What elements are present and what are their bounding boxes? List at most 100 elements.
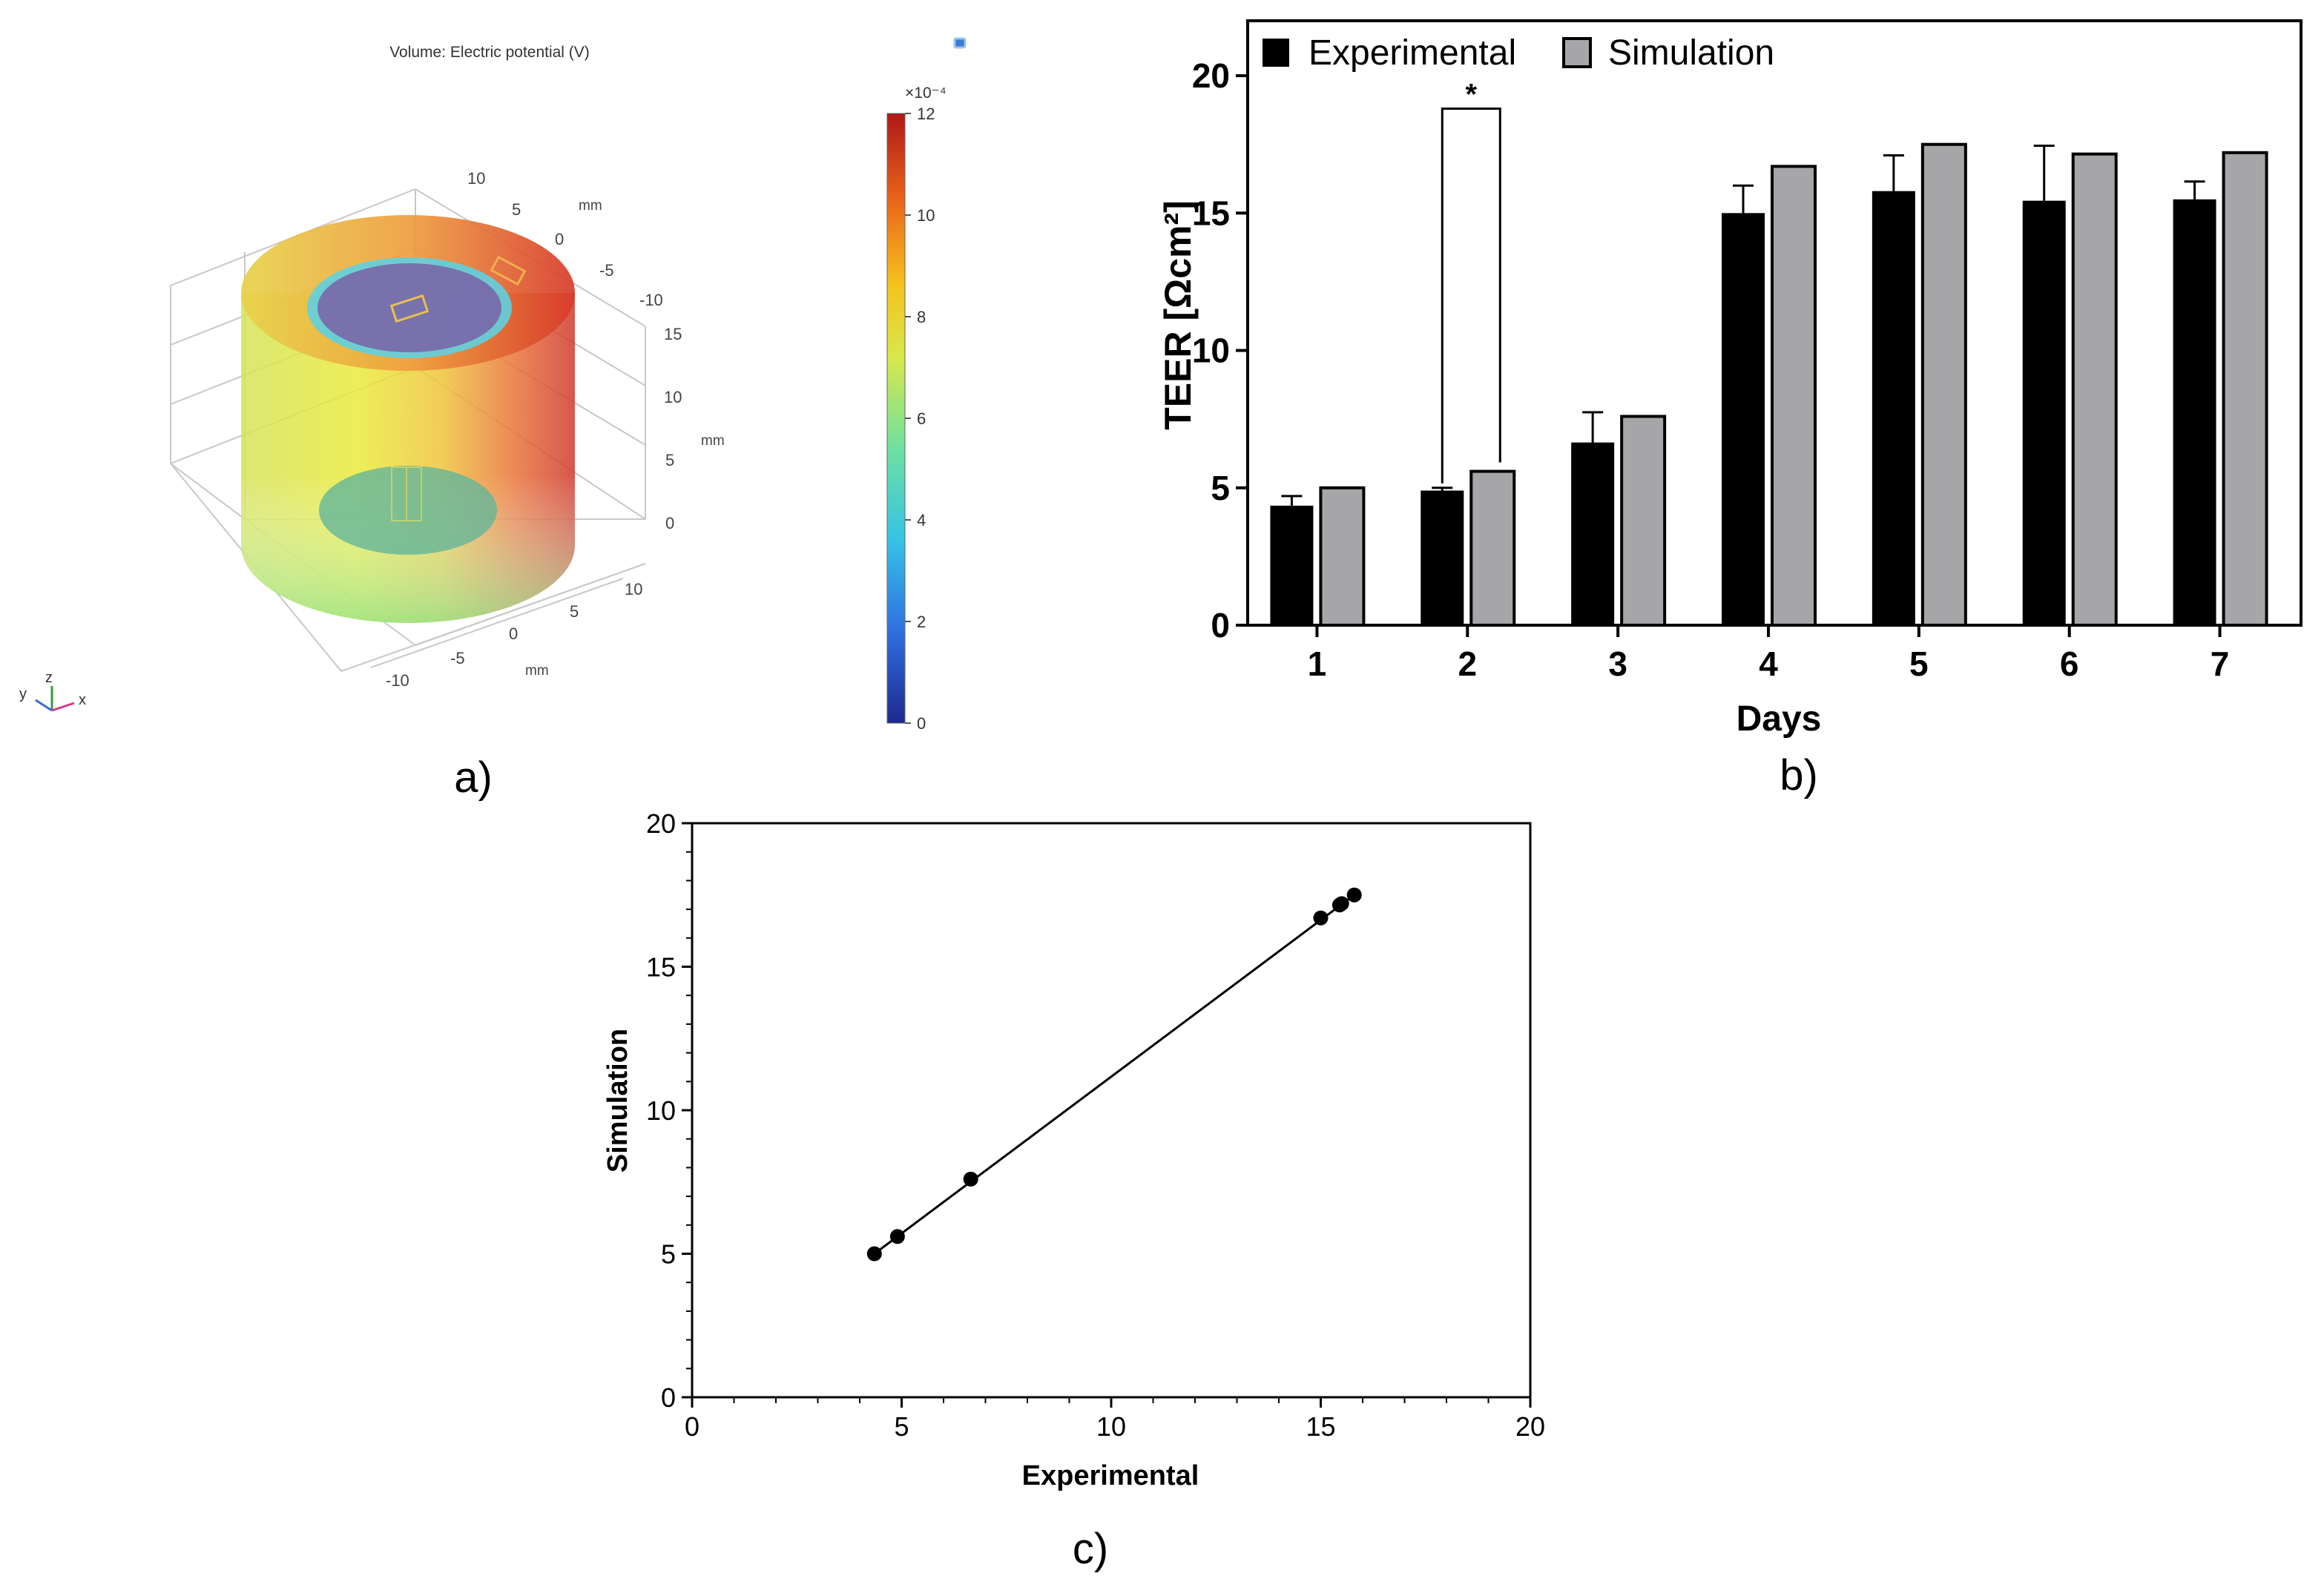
colorbar: ×10⁻⁴ 0 2 4 6 8 10 12 [886,85,947,733]
colorbar-tick-label: 12 [917,105,935,123]
bar-experimental [1270,505,1314,625]
significance-bracket [1441,108,1501,484]
x-tick-label: 7 [2211,644,2230,683]
y-axis-ticks: 10 5 0 -5 -10 mm [467,169,663,309]
bar-experimental [1421,490,1464,625]
x-tick-label: 6 [2060,644,2079,683]
panel-a-title: Volume: Electric potential (V) [389,44,590,61]
colorbar-tick-label: 2 [917,613,926,631]
significance-marker: * [1465,79,1477,111]
tick-label: 10 [467,169,485,188]
tick-label: -5 [450,649,465,667]
axis-unit: mm [579,198,602,214]
colorbar-tick-label: 10 [917,206,935,225]
y-tick-label: 0 [661,1382,676,1413]
bar-simulation [2071,152,2118,627]
x-tick-label: 4 [1759,644,1778,683]
legend-label-simulation: Simulation [1608,33,1774,73]
axis-triad: z x y [19,670,86,712]
fit-line [873,894,1355,1255]
x-tick-label: 10 [1096,1411,1126,1442]
x-tick-label: 2 [1458,644,1477,683]
panel-a-potential-render: Volume: Electric potential (V) [19,37,967,802]
panel-a-label: a) [454,754,493,802]
tick-label: 10 [664,388,682,406]
tick-label: -10 [386,671,409,690]
tick-label: 5 [570,602,579,621]
x-tick-label: 1 [1308,644,1327,683]
tick-label: 0 [509,624,518,643]
scatter-point [866,1246,882,1262]
tick-label: 0 [555,230,564,248]
bar-experimental [2022,200,2066,626]
scatter-point [889,1229,905,1244]
z-axis-ticks: 15 10 5 0 mm [664,325,725,532]
y-tick-label: 20 [646,808,676,839]
x-tick-label: 15 [1306,1411,1335,1442]
tick-label: -10 [639,291,663,309]
bar-series [1270,142,2268,627]
tick-label: -5 [599,261,614,280]
tick-label: 0 [665,514,674,532]
bar-experimental [2173,199,2216,626]
colorbar-ticks: 0 2 4 6 8 10 12 [905,105,935,733]
colorbar-tick-label: 8 [917,308,926,326]
triad-x: x [79,692,86,708]
panel-b-teer-bar-chart: 0 5 10 15 20 1 2 3 4 5 6 7 * Experimental Simulati… [1157,19,2302,799]
data-points [866,887,1362,1262]
y-axis: 0 5 10 15 20 [1192,56,1248,644]
x-tick-label: 5 [1909,644,1929,683]
scatter-point [963,1171,978,1187]
legend-swatch-experimental [1263,39,1289,67]
tick-label: 15 [664,325,682,343]
colorbar-tick-label: 6 [917,409,926,428]
toolbar-icon [953,37,967,49]
bar-simulation [1469,469,1516,627]
panel-c-scatter: 0 5 10 15 20 0 5 10 15 20 Simulation Experimental… [602,808,1545,1573]
x-tick-label: 0 [685,1411,699,1442]
triad-y: y [19,686,27,702]
triad-z: z [45,670,53,686]
legend: Experimental Simulation [1263,33,1774,73]
tick-label: 5 [665,451,674,469]
x-tick-label: 3 [1608,644,1627,683]
x-tick-label: 5 [894,1411,909,1442]
scatter-point [1313,910,1329,926]
y-axis-title: TEER [Ωcm²] [1157,200,1199,430]
cylinder [241,215,575,623]
colorbar-tick-label: 4 [917,511,926,530]
tick-label: 10 [625,580,642,598]
y-tick-label: 0 [1211,606,1230,644]
bar-simulation [2222,151,2268,627]
scatter-point [1334,896,1349,911]
panel-c-label: c) [1073,1525,1108,1573]
y-tick-label: 20 [1192,56,1230,95]
bar-simulation [1319,486,1366,627]
bar-experimental [1571,442,1615,625]
bar-simulation [1920,142,1967,627]
y-tick-label: 15 [646,952,676,983]
y-tick-label: 15 [1192,194,1230,232]
y-tick-label: 10 [646,1095,676,1126]
bar-simulation [1771,165,1817,627]
bar-simulation [1620,415,1667,627]
legend-label-experimental: Experimental [1309,33,1516,73]
axes: 0 5 10 15 20 0 5 10 15 20 [646,808,1545,1442]
panel-b-label: b) [1780,751,1818,799]
scatter-point [1346,887,1362,903]
tick-label: 5 [512,200,521,219]
y-axis-title: Simulation [602,1029,633,1173]
y-tick-label: 5 [1211,469,1230,507]
legend-swatch-simulation [1562,37,1592,68]
y-tick-label: 5 [661,1239,676,1270]
bar-experimental [1722,213,1765,625]
x-axis-title: Experimental [1022,1460,1199,1491]
x-axis-ticks: 10 5 0 -5 -10 mm [386,580,642,690]
x-axis: 1 2 3 4 5 6 7 [1308,625,2230,683]
axis-unit: mm [701,433,725,449]
colorbar-gradient [886,113,906,724]
axis-unit: mm [525,663,549,679]
plot-frame [691,822,1532,1399]
x-tick-label: 20 [1515,1411,1545,1442]
